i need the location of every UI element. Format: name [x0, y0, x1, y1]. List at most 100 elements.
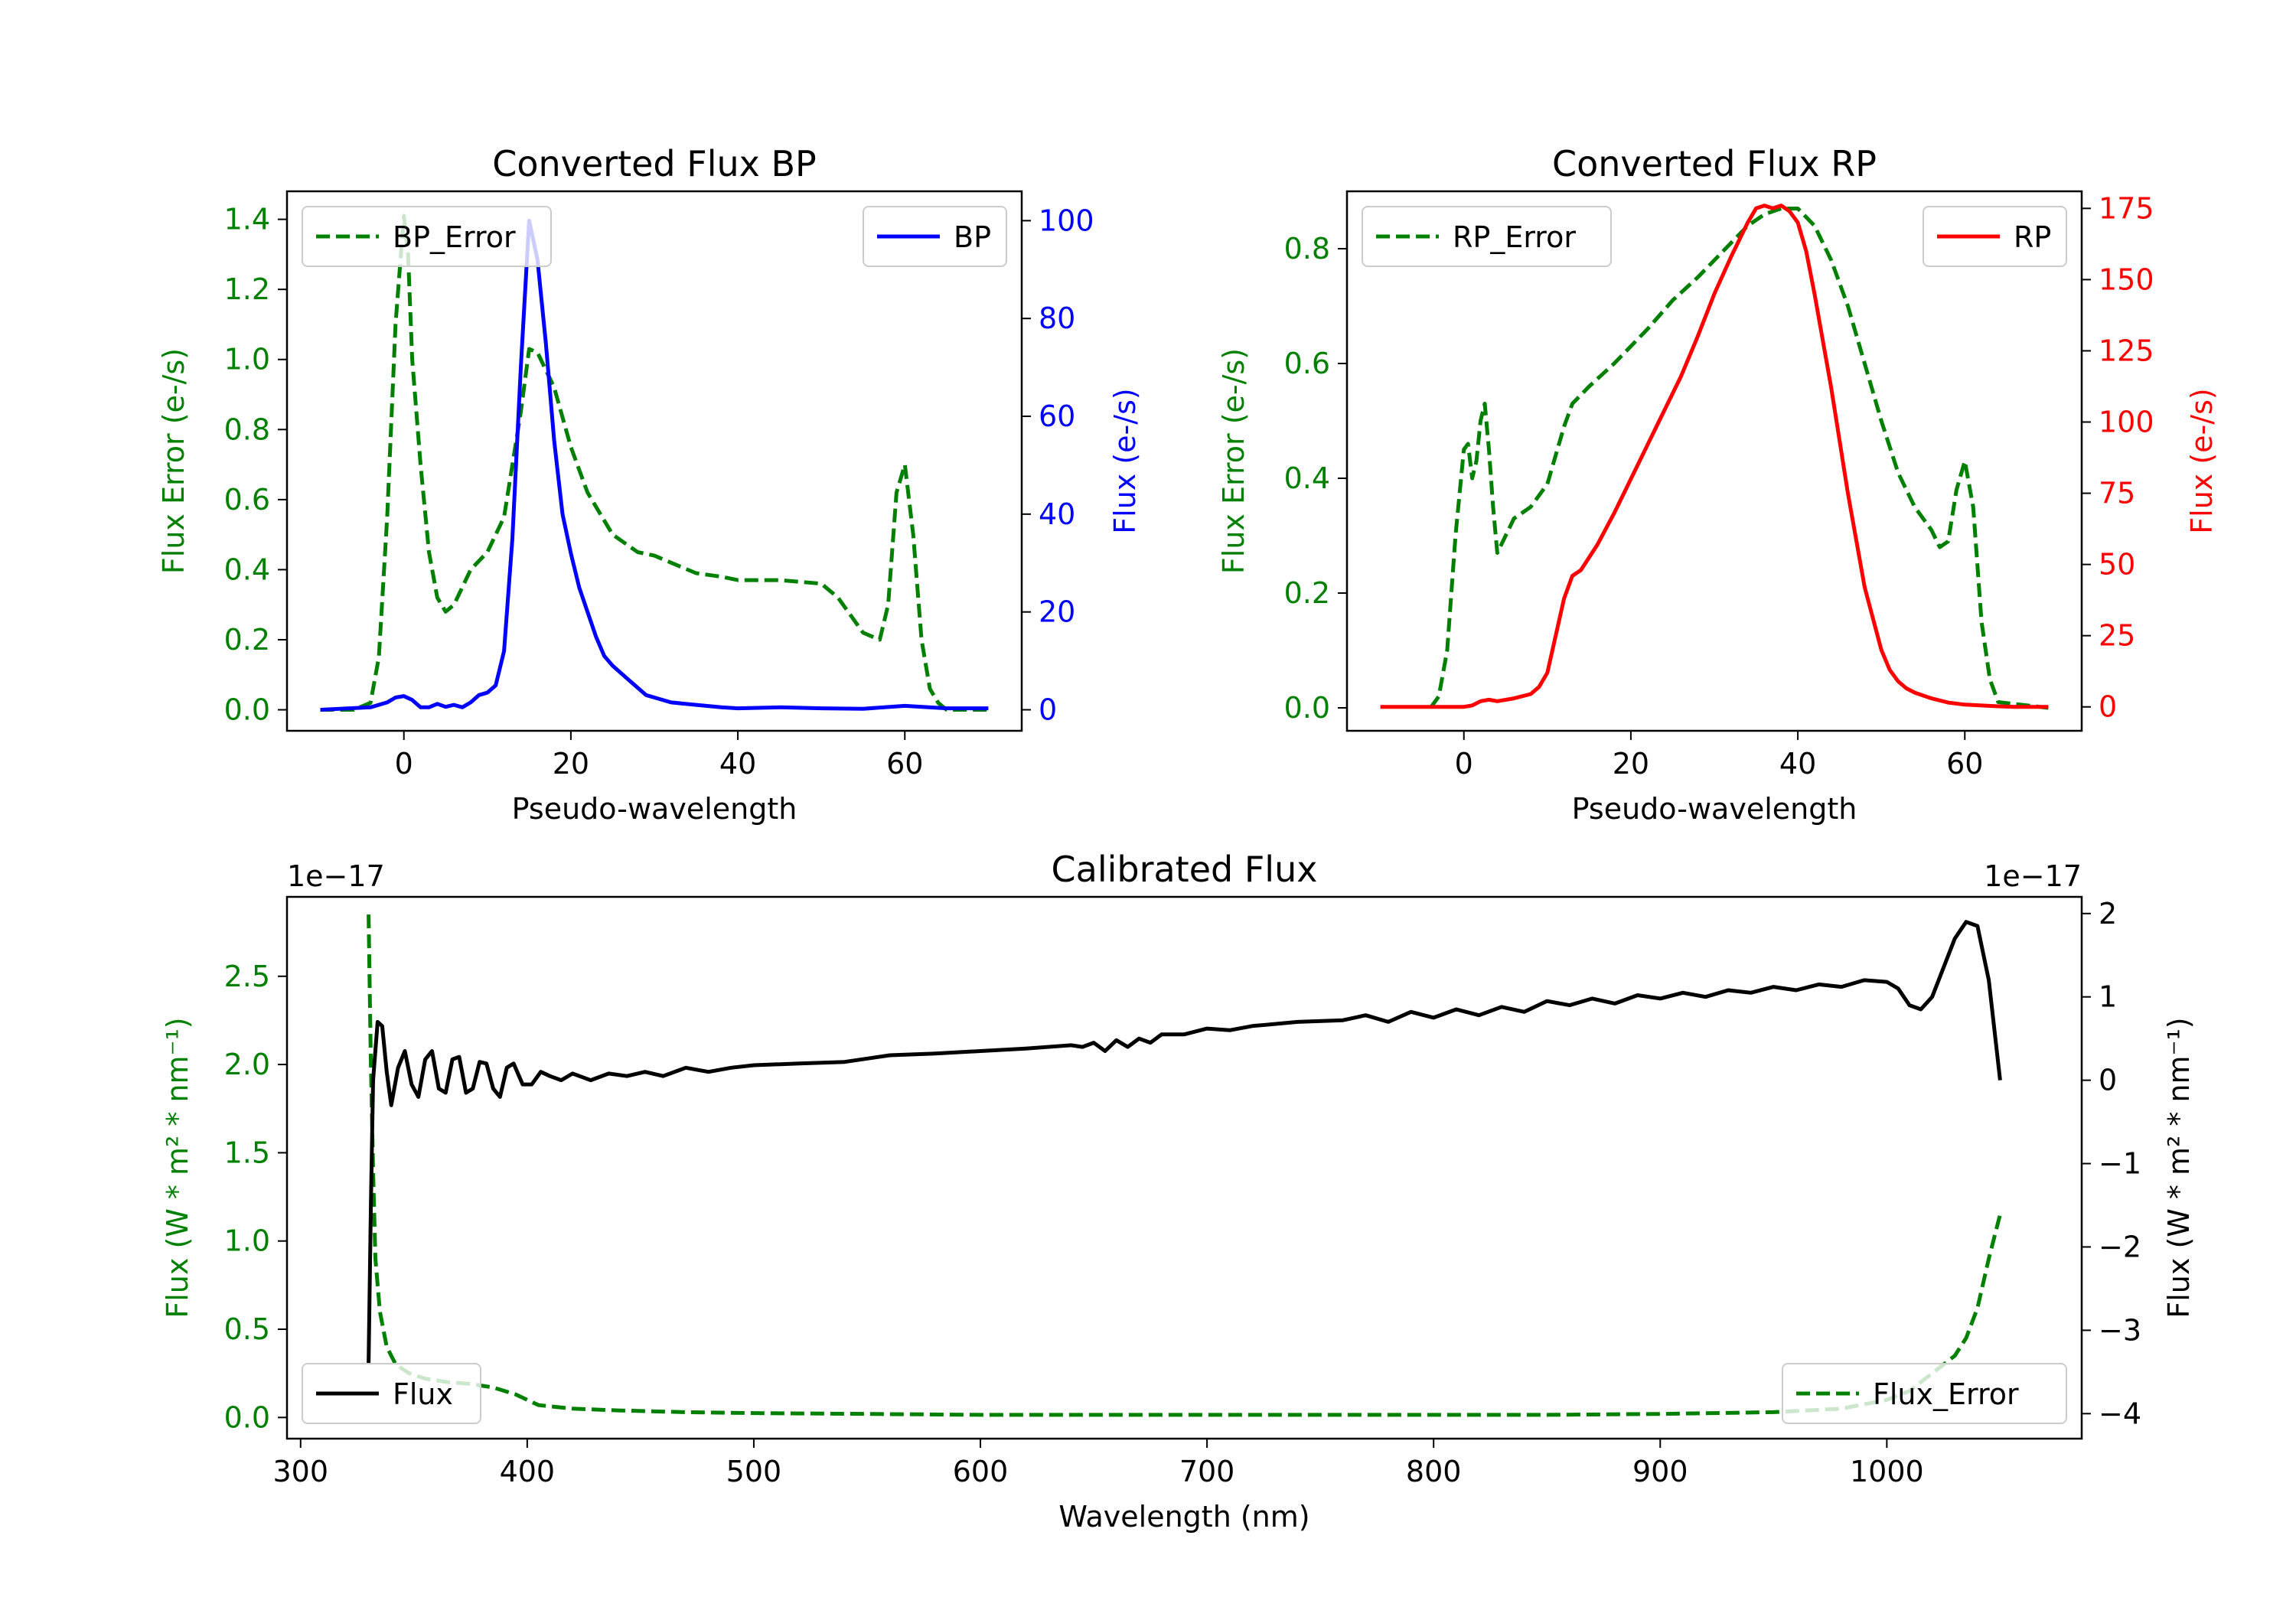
x-axis-label: Wavelength (nm) — [1058, 1500, 1309, 1534]
y-left-tick-label: 0.2 — [1284, 576, 1330, 610]
y-right-tick-label: 40 — [1039, 497, 1075, 531]
legend-label: BP_Error — [393, 220, 516, 254]
y-right-tick-label: 175 — [2099, 191, 2154, 225]
y-left-tick-label: 0.0 — [224, 1400, 270, 1434]
y-right-tick-label: 1 — [2099, 980, 2117, 1014]
y-right-tick-label: 0 — [2099, 690, 2117, 724]
y-right-tick-label: 0 — [2099, 1064, 2117, 1097]
legend-flux-error: Flux_Error — [1782, 1363, 2067, 1424]
y-right-tick-label: 75 — [2099, 477, 2135, 510]
x-tick-label: 0 — [1455, 747, 1473, 781]
y-right-tick-label: −1 — [2099, 1147, 2141, 1181]
x-axis-label: Pseudo-wavelength — [512, 792, 797, 826]
y-right-axis-label: Flux (W * m² * nm⁻¹) — [2162, 1017, 2196, 1318]
x-tick-label: 300 — [272, 1455, 328, 1488]
legend-bp: BP — [863, 206, 1007, 267]
y-right-axis-label: Flux (e-/s) — [1108, 388, 1142, 533]
series-line-flux — [367, 920, 2002, 1364]
y-right-tick-label: 150 — [2099, 262, 2154, 296]
legend-label: Flux — [393, 1377, 453, 1411]
legend-rp-error: RP_Error — [1362, 206, 1612, 267]
x-tick-label: 40 — [1779, 747, 1816, 781]
y-right-axis-label: Flux (e-/s) — [2185, 388, 2219, 533]
y-left-tick-label: 1.4 — [224, 203, 270, 236]
legend-box — [1362, 206, 1612, 267]
y-right-tick-label: −4 — [2099, 1397, 2141, 1430]
y-left-tick-label: 1.2 — [224, 272, 270, 306]
y-right-tick-label: −3 — [2099, 1313, 2141, 1347]
y-right-tick-label: −2 — [2099, 1230, 2141, 1263]
legend-label: BP — [954, 220, 991, 254]
y-right-tick-label: 80 — [1039, 302, 1075, 335]
y-left-tick-label: 0.5 — [224, 1312, 270, 1346]
y-right-tick-label: 100 — [1039, 204, 1094, 237]
chart-title: Converted Flux RP — [1552, 143, 1877, 184]
y-right-tick-label: 60 — [1039, 399, 1075, 433]
plot-frame — [285, 190, 1023, 732]
x-tick-label: 900 — [1632, 1455, 1688, 1488]
y-left-axis-label: Flux Error (e-/s) — [1217, 348, 1251, 574]
y-left-axis-label: Flux (W * m² * nm⁻¹) — [161, 1017, 194, 1318]
y-left-tick-label: 2.5 — [224, 960, 270, 993]
legend-flux: Flux — [302, 1363, 481, 1424]
series-group — [1380, 204, 2049, 710]
y-left-tick-label: 1.0 — [224, 343, 270, 376]
series-line-bp — [320, 218, 989, 712]
series-line-bp-error — [320, 214, 989, 712]
x-tick-label: 60 — [886, 747, 923, 781]
legend-box — [302, 206, 552, 267]
chart-title: Converted Flux BP — [492, 143, 817, 184]
y-right-tick-label: 125 — [2099, 334, 2154, 367]
y-left-tick-label: 1.0 — [224, 1224, 270, 1258]
y-right-tick-label: 2 — [2099, 897, 2117, 931]
x-tick-label: 800 — [1406, 1455, 1462, 1488]
legend-label: RP — [2014, 220, 2051, 254]
legend-bp-error: BP_Error — [302, 206, 552, 267]
chart-title: Calibrated Flux — [1052, 849, 1318, 890]
y-left-offset-label: 1e−17 — [287, 859, 385, 893]
y-right-tick-label: 20 — [1039, 595, 1075, 629]
x-tick-label: 60 — [1946, 747, 1983, 781]
series-line-rp — [1380, 204, 2049, 709]
x-tick-label: 20 — [1613, 747, 1649, 781]
series-line-rp-error — [1429, 207, 2049, 710]
y-left-tick-label: 0.2 — [224, 623, 270, 657]
y-right-tick-label: 25 — [2099, 619, 2135, 653]
y-left-tick-label: 0.4 — [224, 553, 270, 586]
legend-label: Flux_Error — [1873, 1377, 2019, 1411]
chart-bp: 0 20 40 60 0.0 0.2 0.4 0.6 0.8 1.0 1.2 1.4 0 20 40 60 80… — [157, 143, 1142, 826]
y-left-tick-label: 2.0 — [224, 1048, 270, 1081]
y-left-tick-label: 0.0 — [224, 693, 270, 727]
x-tick-label: 1000 — [1850, 1455, 1924, 1488]
y-left-tick-label: 0.8 — [224, 412, 270, 446]
series-group — [367, 914, 2002, 1417]
legend-box — [1782, 1363, 2067, 1424]
legend-label: RP_Error — [1453, 220, 1576, 254]
x-axis-label: Pseudo-wavelength — [1572, 792, 1857, 826]
y-right-tick-label: 50 — [2099, 548, 2135, 582]
y-left-tick-label: 0.4 — [1284, 461, 1330, 495]
y-left-tick-label: 1.5 — [224, 1136, 270, 1169]
y-left-tick-label: 0.6 — [224, 483, 270, 517]
x-tick-label: 700 — [1179, 1455, 1235, 1488]
y-right-offset-label: 1e−17 — [1984, 859, 2082, 893]
x-tick-label: 40 — [719, 747, 756, 781]
series-group — [320, 214, 989, 712]
plot-frame — [1345, 190, 2083, 732]
y-right-tick-label: 0 — [1039, 693, 1057, 727]
x-tick-label: 20 — [553, 747, 589, 781]
x-tick-label: 0 — [395, 747, 413, 781]
legend-box — [302, 1363, 481, 1424]
y-left-tick-label: 0.6 — [1284, 347, 1330, 380]
y-left-tick-label: 0.8 — [1284, 232, 1330, 266]
x-tick-label: 400 — [500, 1455, 556, 1488]
x-tick-label: 500 — [726, 1455, 782, 1488]
plot-frame — [285, 895, 2083, 1440]
x-tick-label: 600 — [953, 1455, 1009, 1488]
series-line-flux-error — [367, 914, 2002, 1417]
y-left-tick-label: 0.0 — [1284, 691, 1330, 725]
legend-rp: RP — [1923, 206, 2067, 267]
chart-rp: 0 20 40 60 0.0 0.2 0.4 0.6 0.8 0 25 50 75 100 125 150 17… — [1217, 143, 2219, 826]
y-left-axis-label: Flux Error (e-/s) — [157, 348, 191, 574]
